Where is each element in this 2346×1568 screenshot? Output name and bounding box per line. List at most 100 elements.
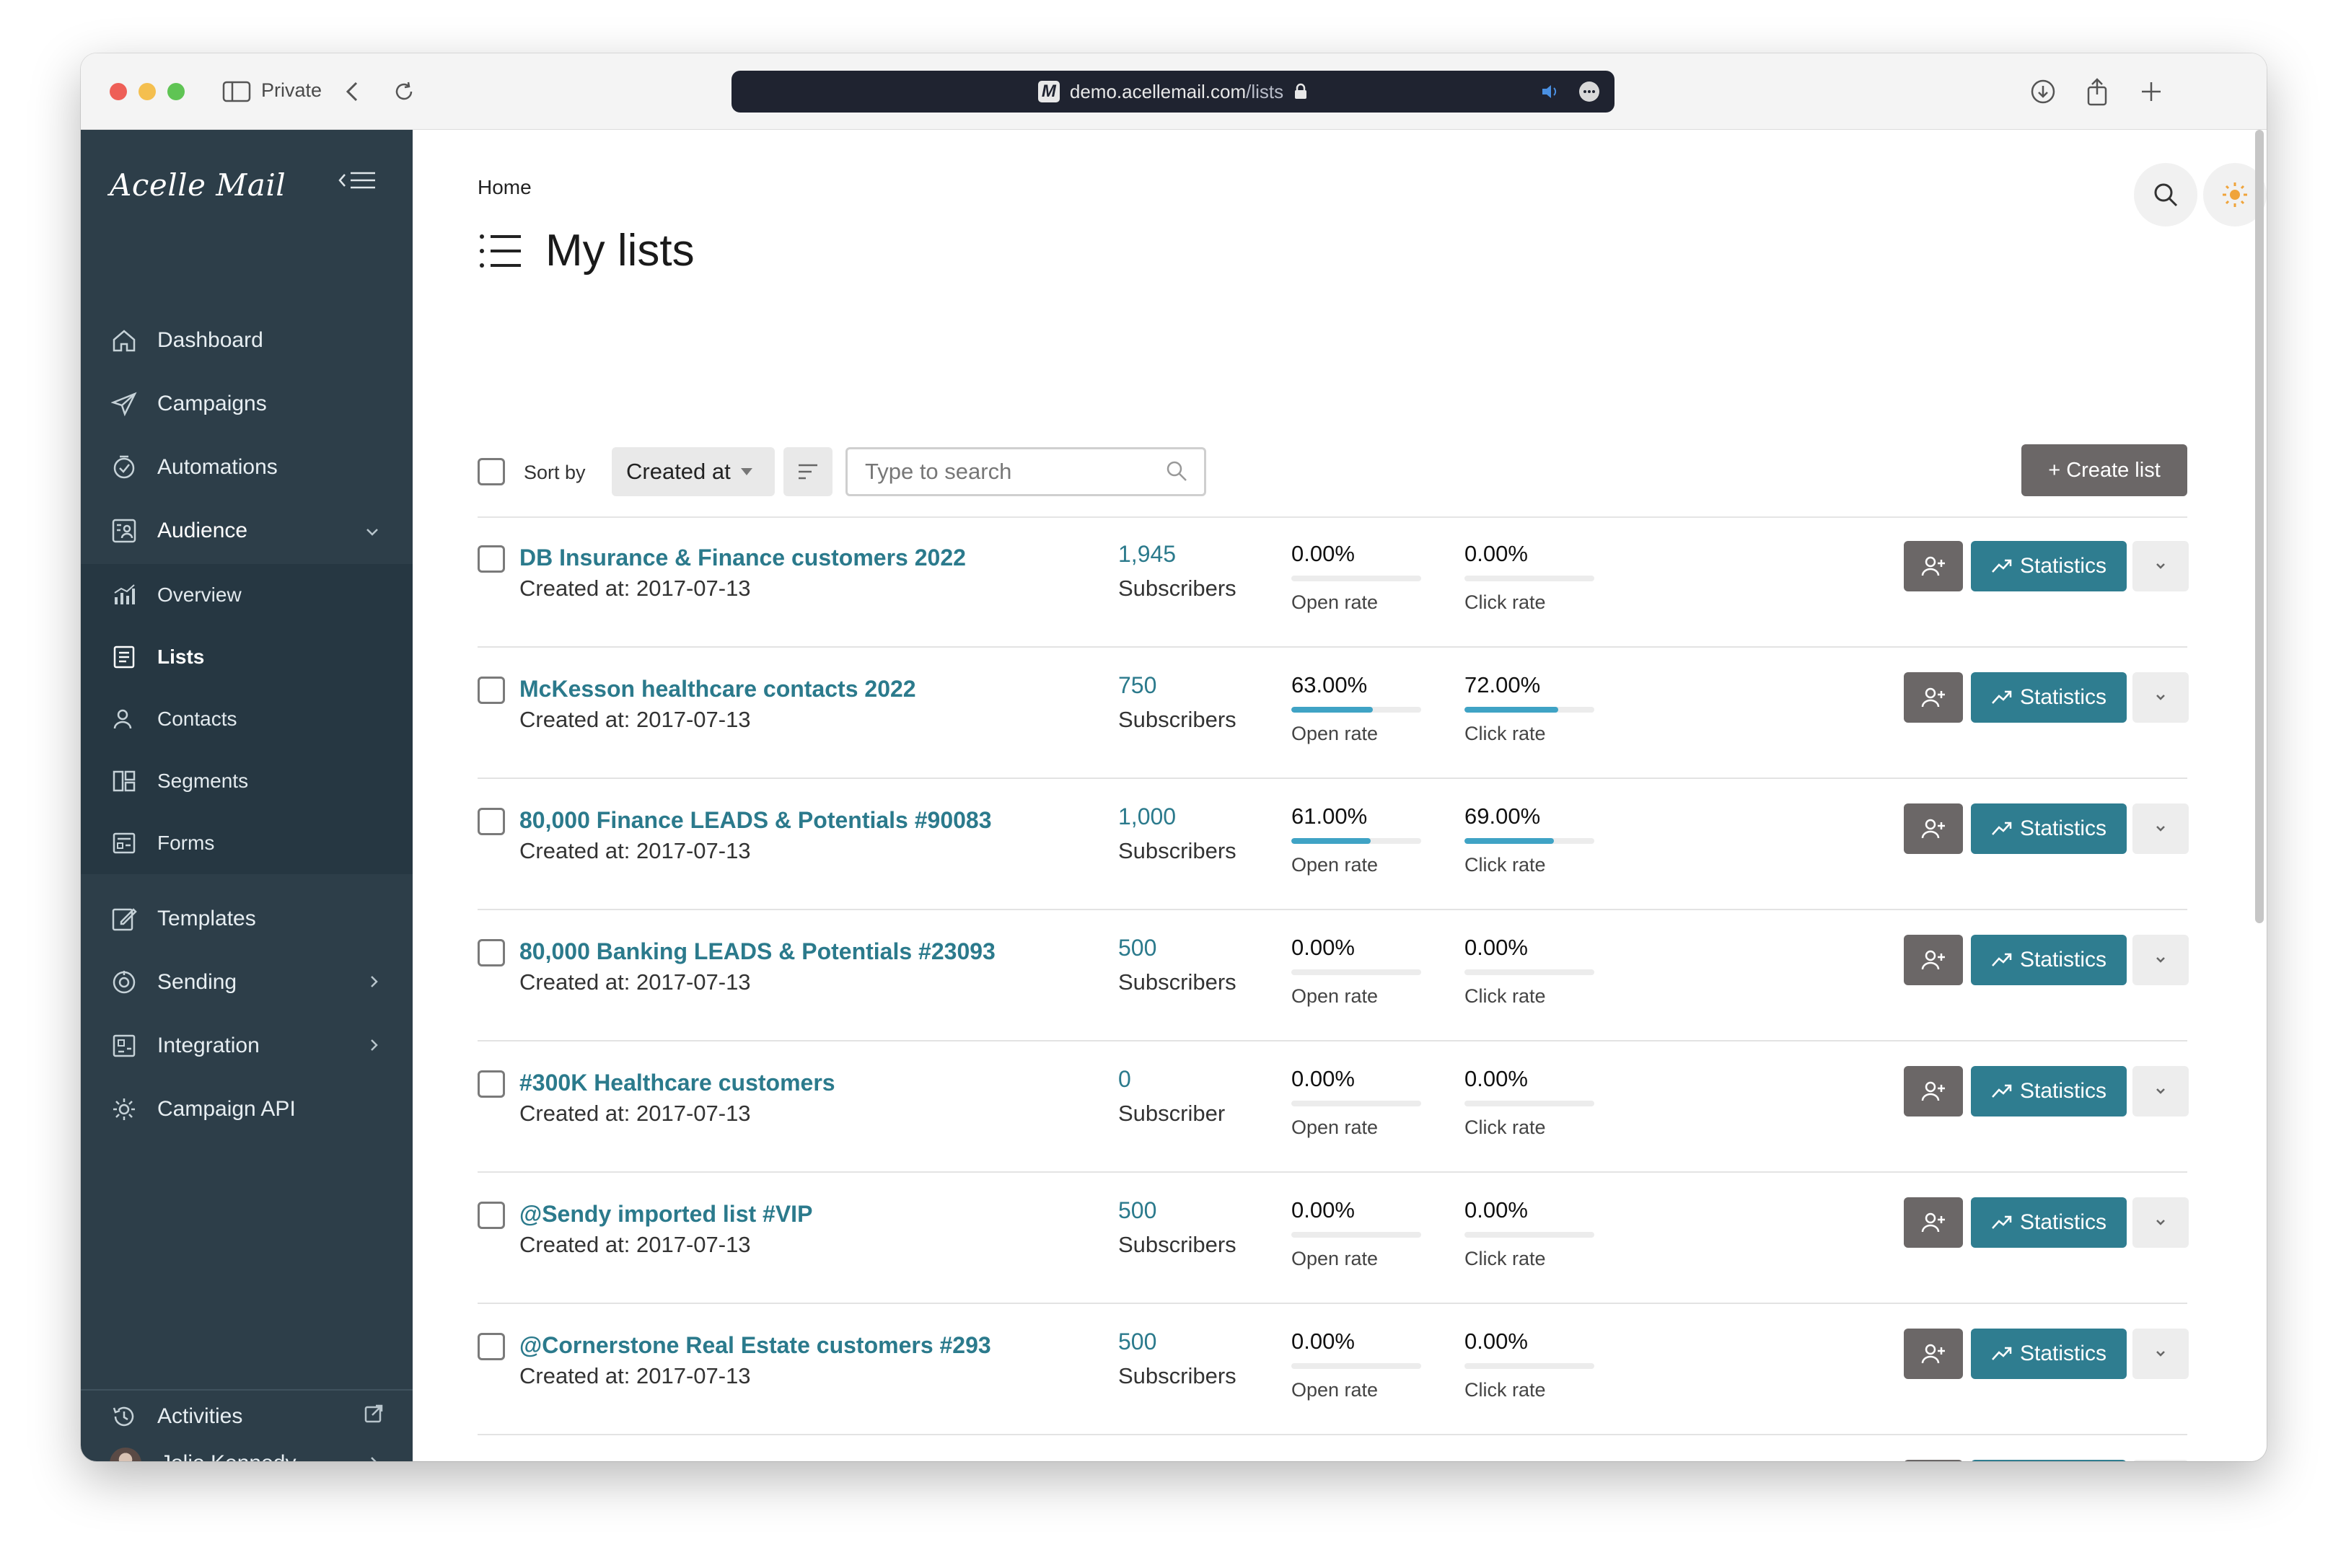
- list-name-link[interactable]: McKesson healthcare contacts 2022: [519, 676, 916, 702]
- list-name-link[interactable]: @Cornerstone Real Estate customers #293: [519, 1332, 991, 1358]
- sort-direction-button[interactable]: [783, 447, 832, 496]
- statistics-button[interactable]: Statistics: [1971, 1329, 2127, 1379]
- nav-contacts[interactable]: Contacts: [81, 688, 413, 750]
- list-name-link[interactable]: @Sendy imported list #VIP: [519, 1201, 813, 1227]
- minimize-window-button[interactable]: [139, 83, 156, 100]
- create-list-button[interactable]: + Create list: [2021, 444, 2187, 496]
- row-more-dropdown[interactable]: [2132, 541, 2189, 591]
- row-checkbox[interactable]: [478, 939, 505, 966]
- row-more-dropdown[interactable]: [2132, 935, 2189, 985]
- zoom-window-button[interactable]: [167, 83, 185, 100]
- click-rate-bar: [1464, 1363, 1594, 1369]
- audio-icon[interactable]: [1541, 83, 1563, 100]
- row-checkbox[interactable]: [478, 677, 505, 704]
- row-checkbox[interactable]: [478, 1202, 505, 1229]
- nav-overview[interactable]: Overview: [81, 564, 413, 626]
- nav-campaigns[interactable]: Campaigns: [81, 372, 413, 436]
- add-subscriber-button[interactable]: [1904, 1197, 1963, 1248]
- subscriber-count-link[interactable]: 1,000: [1118, 803, 1177, 829]
- share-icon[interactable]: [2085, 75, 2109, 108]
- nav-sending[interactable]: Sending: [81, 951, 413, 1014]
- download-icon[interactable]: [2030, 75, 2056, 108]
- row-more-dropdown[interactable]: [2132, 1460, 2189, 1461]
- row-checkbox[interactable]: [478, 1070, 505, 1098]
- subscriber-count-link[interactable]: 500: [1118, 1197, 1157, 1223]
- close-window-button[interactable]: [110, 83, 127, 100]
- row-more-dropdown[interactable]: [2132, 1329, 2189, 1379]
- click-rate-metric: 0.00% Click rate: [1464, 541, 1594, 614]
- subscriber-count-link[interactable]: 0: [1118, 1066, 1131, 1092]
- search-button[interactable]: [2134, 163, 2197, 226]
- statistics-button[interactable]: Statistics: [1971, 541, 2127, 591]
- app-logo[interactable]: Acelle Mail: [110, 167, 286, 203]
- statistics-button[interactable]: Statistics: [1971, 1197, 2127, 1248]
- breadcrumb[interactable]: Home: [478, 176, 532, 198]
- search-input[interactable]: [845, 447, 1206, 496]
- list-name-link[interactable]: 80,000 Banking LEADS & Potentials #23093: [519, 938, 996, 964]
- list-name-link[interactable]: 26,000 @Insurance & Finance customers 20…: [519, 1460, 1075, 1461]
- chevron-down-icon: [365, 520, 379, 542]
- add-subscriber-button[interactable]: [1904, 935, 1963, 985]
- sidebar-toggle-icon[interactable]: [222, 75, 251, 108]
- statistics-button[interactable]: Statistics: [1971, 1460, 2127, 1461]
- nav-contacts-label: Contacts: [157, 708, 237, 730]
- row-more-dropdown[interactable]: [2132, 672, 2189, 723]
- statistics-button[interactable]: Statistics: [1971, 1066, 2127, 1116]
- scrollbar[interactable]: [2255, 130, 2264, 923]
- nav-campaign-api[interactable]: Campaign API: [81, 1078, 413, 1141]
- new-tab-icon[interactable]: [2140, 75, 2163, 108]
- row-more-dropdown[interactable]: [2132, 1066, 2189, 1116]
- nav-audience[interactable]: Audience: [81, 499, 413, 563]
- add-subscriber-button[interactable]: [1904, 1329, 1963, 1379]
- nav-automations[interactable]: Automations: [81, 436, 413, 499]
- row-checkbox[interactable]: [478, 1333, 505, 1360]
- list-name-link[interactable]: #300K Healthcare customers: [519, 1070, 835, 1096]
- reload-icon[interactable]: [392, 75, 416, 108]
- select-all-checkbox[interactable]: [478, 458, 505, 485]
- nav-activities[interactable]: Activities: [81, 1385, 413, 1448]
- statistics-label: Statistics: [2019, 685, 2107, 709]
- click-rate-value: 0.00%: [1464, 1066, 1528, 1091]
- user-menu[interactable]: Jolie Kennedy: [81, 1431, 413, 1461]
- add-subscriber-button[interactable]: [1904, 803, 1963, 854]
- add-subscriber-button[interactable]: [1904, 1460, 1963, 1461]
- nav-lists[interactable]: Lists: [81, 626, 413, 688]
- subscriber-count-link[interactable]: 500: [1118, 1329, 1157, 1355]
- collapse-sidebar-icon[interactable]: [338, 167, 378, 197]
- nav-forms-label: Forms: [157, 832, 215, 854]
- statistics-button[interactable]: Statistics: [1971, 935, 2127, 985]
- list-name-link[interactable]: DB Insurance & Finance customers 2022: [519, 545, 966, 571]
- address-bar[interactable]: M demo.acellemail.com /lists: [732, 71, 1614, 113]
- row-checkbox[interactable]: [478, 545, 505, 573]
- add-subscriber-button[interactable]: [1904, 1066, 1963, 1116]
- statistics-button[interactable]: Statistics: [1971, 803, 2127, 854]
- nav-dashboard[interactable]: Dashboard: [81, 309, 413, 372]
- subscriber-count-link[interactable]: 500: [1118, 1460, 1156, 1461]
- statistics-label: Statistics: [2019, 554, 2107, 578]
- search-icon: [2151, 180, 2180, 209]
- subscriber-count-link[interactable]: 500: [1118, 935, 1157, 961]
- row-more-dropdown[interactable]: [2132, 1197, 2189, 1248]
- integration-icon: [110, 1031, 139, 1060]
- url-domain: demo.acellemail.com: [1069, 80, 1247, 102]
- list-name-link[interactable]: 80,000 Finance LEADS & Potentials #90083: [519, 807, 992, 833]
- back-icon[interactable]: [343, 75, 361, 108]
- subscriber-count-link[interactable]: 1,945: [1118, 541, 1177, 567]
- nav-templates[interactable]: Templates: [81, 887, 413, 951]
- statistics-button[interactable]: Statistics: [1971, 672, 2127, 723]
- row-more-dropdown[interactable]: [2132, 803, 2189, 854]
- nav-integration[interactable]: Integration: [81, 1014, 413, 1078]
- sort-select[interactable]: Created at: [612, 447, 775, 496]
- more-options-icon[interactable]: [1578, 81, 1600, 102]
- sort-lines-icon: [796, 462, 820, 481]
- add-subscriber-button[interactable]: [1904, 672, 1963, 723]
- statistics-label: Statistics: [2019, 948, 2107, 972]
- row-checkbox[interactable]: [478, 808, 505, 835]
- add-subscriber-button[interactable]: [1904, 541, 1963, 591]
- url-path: /lists: [1246, 80, 1284, 102]
- nav-forms[interactable]: Forms: [81, 812, 413, 874]
- nav-segments[interactable]: Segments: [81, 750, 413, 812]
- subscriber-count-link[interactable]: 750: [1118, 672, 1157, 698]
- click-rate-value: 0.00%: [1464, 541, 1528, 566]
- chevron-down-icon: [2153, 955, 2168, 965]
